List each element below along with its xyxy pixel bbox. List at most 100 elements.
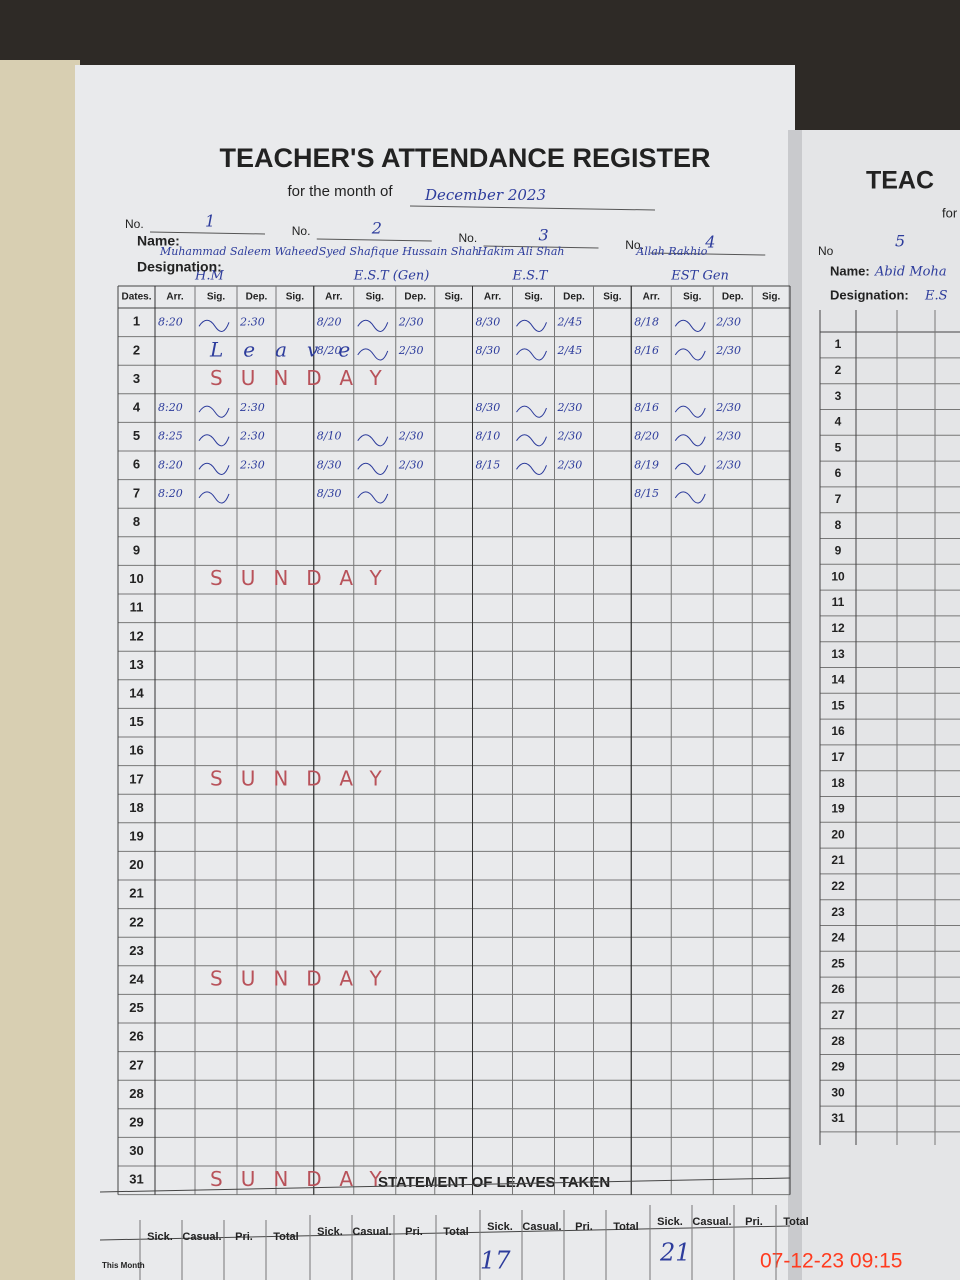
right-designation: E.S [924, 289, 948, 304]
date: 4 [133, 400, 141, 415]
teacher-designation: E.S.T (Gen) [353, 269, 430, 284]
teacher-no: 3 [539, 226, 549, 245]
date: 6 [133, 457, 140, 472]
leave-column: Sick. [147, 1231, 173, 1243]
no-label: No. [292, 224, 311, 238]
rule [99, 1225, 791, 1241]
signature [198, 319, 230, 332]
right-date: 2 [835, 363, 842, 377]
right-name-label: Name: [830, 263, 870, 278]
date: 14 [129, 686, 144, 701]
arrival: 8/30 [317, 458, 342, 471]
right-date: 18 [831, 776, 845, 790]
signature [516, 405, 547, 418]
right-date: 6 [835, 466, 842, 480]
arrival: 8/16 [634, 344, 659, 357]
column-header: Dep. [246, 292, 268, 303]
arrival: 8/10 [476, 430, 501, 443]
signature [674, 319, 706, 332]
right-date: 8 [835, 518, 842, 532]
date: 10 [129, 571, 143, 586]
right-date: 21 [831, 853, 845, 867]
column-header: Sig. [366, 292, 385, 303]
signature [516, 319, 547, 332]
date: 3 [133, 371, 140, 386]
departure: 2/30 [557, 458, 583, 471]
right-date: 17 [831, 750, 845, 764]
column-header: Sig. [762, 292, 781, 303]
column-header: Sig. [286, 292, 305, 303]
right-date: 3 [835, 389, 842, 403]
departure: 2/30 [557, 430, 583, 443]
signature [198, 462, 230, 475]
right-date: 26 [831, 982, 845, 996]
arrival: 8:25 [158, 430, 183, 443]
leave-column: Pri. [405, 1226, 423, 1238]
arrival: 8/30 [317, 487, 342, 500]
signature [357, 319, 389, 332]
month-line [409, 205, 656, 211]
departure: 2/45 [557, 315, 583, 328]
date: 12 [129, 628, 143, 643]
rule [483, 245, 599, 249]
departure: 2/45 [557, 344, 583, 357]
date: 26 [129, 1029, 143, 1044]
date: 30 [129, 1143, 143, 1158]
signature [516, 462, 547, 475]
right-date: 5 [835, 440, 842, 454]
date: 29 [129, 1115, 143, 1130]
right-no-label: No [818, 244, 834, 258]
arrival: 8/19 [634, 458, 659, 471]
right-date: 7 [835, 492, 842, 506]
right-date: 9 [835, 544, 842, 558]
designation-label: Designation: [137, 259, 222, 275]
teacher-no: 4 [704, 233, 715, 252]
signature [674, 491, 706, 504]
arrival: 8:20 [158, 401, 183, 414]
signature [516, 348, 547, 361]
arrival: 8/20 [317, 315, 342, 328]
date: 25 [129, 1000, 143, 1015]
column-header: Dep. [722, 292, 744, 303]
signature [674, 434, 706, 447]
signature [357, 434, 389, 447]
right-date: 12 [831, 621, 845, 635]
rule [99, 1177, 791, 1193]
arrival: 8:20 [158, 487, 183, 500]
signature [198, 434, 230, 447]
right-date: 14 [831, 673, 845, 687]
date: 23 [129, 943, 143, 958]
date: 11 [130, 600, 144, 615]
date: 22 [129, 914, 143, 929]
date: 24 [129, 972, 144, 987]
leaves-title: STATEMENT OF LEAVES TAKEN [378, 1174, 610, 1191]
column-header: Arr. [325, 292, 342, 303]
right-date: 11 [832, 595, 845, 609]
right-date: 23 [831, 905, 845, 919]
arrival: 8/16 [634, 401, 659, 414]
arrival: 8/15 [634, 487, 659, 500]
departure: 2/30 [398, 344, 424, 357]
column-header: Sig. [524, 292, 543, 303]
right-date: 31 [831, 1111, 845, 1125]
date: 13 [129, 657, 143, 672]
right-date: 25 [831, 956, 845, 970]
date: 21 [129, 886, 143, 901]
teacher-name: Muhammad Saleem Waheed [159, 245, 319, 258]
departure: 2/30 [715, 401, 741, 414]
leave-column: Sick. [487, 1221, 513, 1233]
column-header: Dep. [563, 292, 585, 303]
right-date: 15 [831, 698, 845, 712]
right-page [800, 130, 960, 1280]
no-label: No. [625, 238, 644, 252]
signature [357, 348, 389, 361]
no-label: No. [459, 231, 478, 245]
right-date: 16 [831, 724, 845, 738]
leave-column: Pri. [575, 1221, 593, 1233]
row-note: SUNDAY [210, 967, 400, 991]
arrival: 8/30 [476, 344, 501, 357]
arrival: 8:20 [158, 315, 183, 328]
right-designation-label: Designation: [830, 287, 909, 302]
departure: 2/30 [715, 458, 741, 471]
